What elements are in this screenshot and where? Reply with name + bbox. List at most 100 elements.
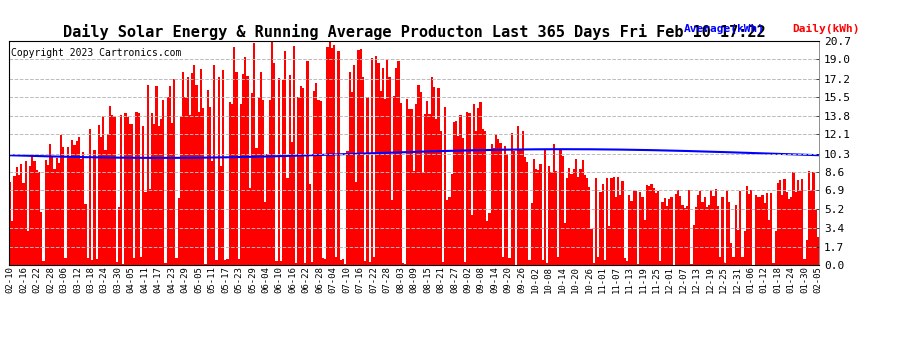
Bar <box>165 262 166 265</box>
Bar <box>719 257 722 265</box>
Bar <box>32 155 33 265</box>
Bar <box>663 198 666 265</box>
Bar <box>680 196 681 265</box>
Bar <box>708 205 710 265</box>
Bar <box>444 107 446 265</box>
Bar <box>457 136 460 265</box>
Bar <box>333 45 335 265</box>
Bar <box>222 70 224 265</box>
Bar <box>162 100 165 265</box>
Bar <box>322 258 324 265</box>
Bar <box>295 263 298 265</box>
Bar <box>151 113 153 265</box>
Bar <box>419 92 422 265</box>
Bar <box>637 264 639 265</box>
Bar <box>120 115 122 265</box>
Bar <box>518 126 519 265</box>
Bar <box>746 186 748 265</box>
Bar <box>186 78 189 265</box>
Bar <box>724 263 725 265</box>
Bar <box>373 257 375 265</box>
Bar <box>60 135 62 265</box>
Bar <box>180 117 182 265</box>
Bar <box>796 180 799 265</box>
Bar <box>82 152 85 265</box>
Bar <box>271 41 273 265</box>
Bar <box>51 157 53 265</box>
Text: Average(kWh): Average(kWh) <box>684 24 765 34</box>
Bar <box>253 43 256 265</box>
Bar <box>136 112 138 265</box>
Bar <box>814 210 817 265</box>
Bar <box>439 131 442 265</box>
Bar <box>11 221 14 265</box>
Bar <box>156 86 158 265</box>
Bar <box>566 178 568 265</box>
Bar <box>817 237 819 265</box>
Bar <box>248 188 251 265</box>
Bar <box>204 264 206 265</box>
Bar <box>804 259 806 265</box>
Bar <box>189 115 191 265</box>
Bar <box>142 126 144 265</box>
Bar <box>604 260 606 265</box>
Bar <box>642 197 643 265</box>
Bar <box>508 258 510 265</box>
Bar <box>22 184 24 265</box>
Bar <box>140 257 142 265</box>
Bar <box>289 75 291 265</box>
Bar <box>560 150 562 265</box>
Bar <box>437 88 439 265</box>
Bar <box>127 117 129 265</box>
Bar <box>124 113 127 265</box>
Bar <box>377 63 380 265</box>
Bar <box>15 167 18 265</box>
Bar <box>715 189 717 265</box>
Bar <box>348 72 351 265</box>
Bar <box>568 168 571 265</box>
Bar <box>238 259 239 265</box>
Bar <box>763 203 766 265</box>
Bar <box>118 207 120 265</box>
Bar <box>309 184 310 265</box>
Bar <box>229 102 231 265</box>
Bar <box>401 262 404 265</box>
Bar <box>599 192 601 265</box>
Bar <box>351 92 353 265</box>
Bar <box>371 58 373 265</box>
Bar <box>224 260 227 265</box>
Bar <box>148 189 151 265</box>
Bar <box>652 188 655 265</box>
Bar <box>493 148 495 265</box>
Bar <box>506 154 508 265</box>
Bar <box>706 207 708 265</box>
Bar <box>33 161 36 265</box>
Bar <box>572 169 575 265</box>
Bar <box>427 101 428 265</box>
Bar <box>557 257 560 265</box>
Bar <box>472 104 475 265</box>
Bar <box>704 197 706 265</box>
Bar <box>277 78 280 265</box>
Bar <box>757 198 759 265</box>
Bar <box>670 197 672 265</box>
Bar <box>775 231 777 265</box>
Bar <box>239 104 242 265</box>
Bar <box>464 262 466 265</box>
Bar <box>699 191 701 265</box>
Bar <box>191 73 193 265</box>
Bar <box>233 47 236 265</box>
Bar <box>624 258 625 265</box>
Bar <box>648 186 651 265</box>
Bar <box>428 114 430 265</box>
Bar <box>313 91 315 265</box>
Bar <box>468 113 471 265</box>
Bar <box>446 200 448 265</box>
Bar <box>546 262 548 265</box>
Bar <box>262 100 265 265</box>
Bar <box>266 154 268 265</box>
Bar <box>171 123 173 265</box>
Title: Daily Solar Energy & Running Average Producton Last 365 Days Fri Feb 10 17:22: Daily Solar Energy & Running Average Pro… <box>63 24 765 40</box>
Bar <box>47 165 49 265</box>
Bar <box>581 160 584 265</box>
